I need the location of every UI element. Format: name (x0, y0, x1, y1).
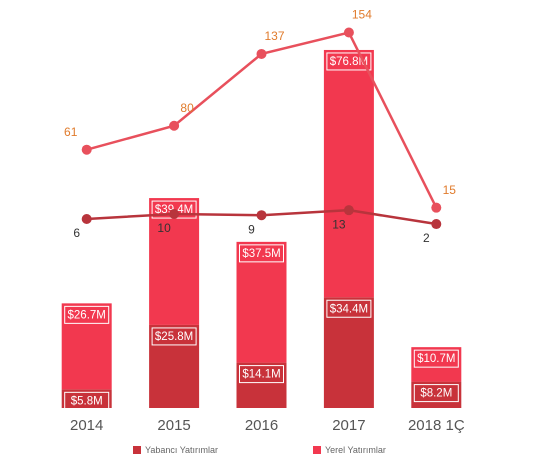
label-box (326, 52, 372, 71)
label-box (413, 349, 459, 368)
x-tick-label: 2017 (332, 417, 365, 434)
x-tick-label: 2014 (70, 417, 103, 434)
legend-swatch (133, 446, 141, 454)
label-box (151, 327, 197, 346)
point-label: 9 (248, 222, 255, 236)
bar (149, 198, 200, 325)
point (169, 208, 180, 219)
point (256, 48, 267, 59)
value-label: $37.5M (242, 248, 280, 260)
legend-swatch (313, 446, 321, 454)
point (431, 219, 442, 230)
label-box (64, 305, 110, 324)
x-tick-label: 2015 (157, 417, 190, 434)
x-tick-label: 2016 (245, 417, 278, 434)
bar (236, 241, 287, 363)
point-label: 154 (352, 8, 372, 22)
bar (323, 297, 374, 408)
x-tick-label: 2018 1Ç (408, 417, 465, 434)
bar (411, 347, 462, 382)
point-label: 13 (332, 217, 346, 231)
point (81, 214, 92, 224)
value-label: $26.7M (68, 309, 106, 321)
point-label: 6 (73, 226, 80, 240)
label-box (326, 299, 372, 318)
point (169, 120, 180, 131)
bar (61, 389, 112, 408)
bar (61, 303, 112, 390)
label-box (64, 391, 110, 410)
bar (236, 362, 287, 408)
point-label: 61 (64, 125, 78, 139)
value-label: $34.4M (330, 303, 368, 315)
value-label: $25.8M (155, 331, 193, 343)
point (431, 202, 442, 213)
value-label: $10.7M (417, 353, 455, 365)
bar (411, 381, 462, 408)
point (81, 144, 92, 155)
value-label: $5.8M (71, 395, 103, 407)
bar (323, 49, 374, 298)
label-box (413, 384, 459, 403)
legend-label: Yerel Yatırımlar (325, 445, 386, 455)
legend-label: Yabancı Yatırımlar (145, 445, 218, 455)
point (256, 210, 267, 221)
point-label: 137 (264, 29, 284, 43)
bar (149, 324, 200, 408)
point-label: 15 (443, 183, 457, 197)
point-label: 2 (423, 231, 430, 245)
point (343, 205, 354, 216)
point-label: 80 (180, 101, 194, 115)
point (343, 27, 354, 38)
point-label: 10 (157, 221, 171, 235)
label-box (239, 365, 284, 384)
value-label: $8.2M (420, 388, 452, 400)
value-label: $76.8M (330, 56, 368, 68)
value-label: $14.1M (242, 369, 280, 381)
label-box (239, 244, 284, 263)
